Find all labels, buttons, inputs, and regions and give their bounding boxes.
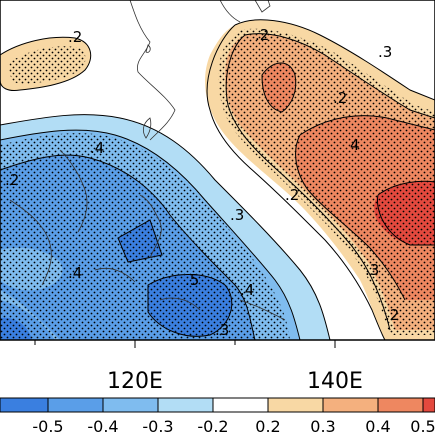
contour-label: .4 — [240, 281, 254, 299]
colorbar-segment-pos-03 — [323, 398, 378, 412]
colorbar-label: -0.3 — [142, 417, 173, 435]
coastline-indochina — [59, 149, 88, 233]
x-tick-label: 140E — [307, 369, 363, 394]
colorbar-segment-neg-03 — [103, 398, 158, 412]
significance-stipple-blue — [0, 133, 290, 340]
colorbar-segment-pos-05 — [423, 398, 435, 412]
contour-line-neg-03 — [0, 129, 301, 340]
coastlines — [9, 0, 286, 321]
contour-label: .4 — [90, 139, 104, 157]
contour-line-pos-04-west — [295, 134, 406, 301]
contour-label: .2 — [68, 28, 82, 46]
contour-line-pos-05-north — [377, 180, 435, 196]
contour-line-pos-03-north — [244, 33, 435, 119]
contour-label: .2 — [333, 89, 347, 107]
contour-line-pos-04-north-cell — [261, 62, 297, 113]
colorbar-segment-pos-04 — [378, 398, 423, 412]
x-axis: 120E 140E — [34, 340, 363, 394]
contour-label: .3 — [215, 321, 229, 339]
colorbar-frame — [0, 397, 435, 413]
coastline-mainland — [129, 0, 176, 141]
contour-line-neg-04 — [0, 154, 256, 340]
contour-label: .4 — [68, 264, 82, 282]
colorbar-segment-neg-04 — [48, 398, 103, 412]
coastline-taiwan — [142, 117, 152, 139]
contour-lines — [0, 19, 435, 340]
contour-label: .2 — [255, 26, 269, 44]
contour-line-neg-05-center — [117, 219, 163, 263]
contour-line-pos-05-south — [376, 194, 435, 246]
coastline-new-guinea — [239, 299, 286, 321]
colorbar-label: -0.2 — [197, 417, 228, 435]
contour-label: .3 — [378, 43, 392, 61]
coastline-japan-south — [254, 0, 271, 13]
significance-stipple-nw — [9, 46, 86, 84]
contour-labels: .2 .2 .3 .2 .2 .3 .3 .2 4 .2 .4 .5 .4 .4… — [5, 26, 399, 339]
contour-line-pos-02-northwest — [0, 36, 92, 91]
coastline-borneo — [94, 267, 136, 283]
contour-line-pos-02-north — [234, 19, 435, 101]
colorbar-segment-zero — [213, 398, 268, 412]
contour-line-neg-05-east — [147, 274, 233, 337]
colorbar-label: 0.3 — [310, 417, 335, 435]
map-panel — [0, 0, 435, 340]
map-frame — [0, 0, 435, 341]
significance-stipple-red — [218, 28, 435, 336]
colorbar-label: -0.4 — [87, 417, 118, 435]
contour-label: .3 — [230, 206, 244, 224]
coastline-sulawesi — [159, 297, 201, 311]
contour-label: .2 — [5, 171, 19, 189]
colorbar: -0.5 -0.4 -0.3 -0.2 0.2 0.3 0.4 0.5 — [0, 397, 435, 435]
colorbar-segment-pos-02 — [268, 398, 323, 412]
contour-line-pos-02-west — [206, 24, 386, 340]
coastline-malay — [9, 199, 52, 286]
contour-label: .3 — [365, 261, 379, 279]
contour-line-pos-03-west — [225, 34, 391, 331]
contour-line-pos-04-north — [299, 115, 435, 136]
colorbar-segment-neg-02 — [158, 398, 213, 412]
contour-line-neg-02 — [0, 114, 331, 340]
contour-label: .2 — [285, 186, 299, 204]
colorbar-segment-neg-05 — [0, 398, 48, 412]
contour-label: 4 — [350, 136, 360, 154]
coastline-philippines — [139, 194, 162, 259]
contour-label: .5 — [185, 271, 199, 289]
colorbar-label: 0.4 — [365, 417, 390, 435]
colorbar-label: -0.5 — [32, 417, 63, 435]
x-tick-label: 120E — [107, 369, 163, 394]
coastline-korea — [219, 0, 241, 23]
colorbar-label: 0.5 — [410, 417, 435, 435]
coastline-island — [145, 44, 151, 53]
contour-label: .2 — [385, 306, 399, 324]
colorbar-label: 0.2 — [255, 417, 280, 435]
